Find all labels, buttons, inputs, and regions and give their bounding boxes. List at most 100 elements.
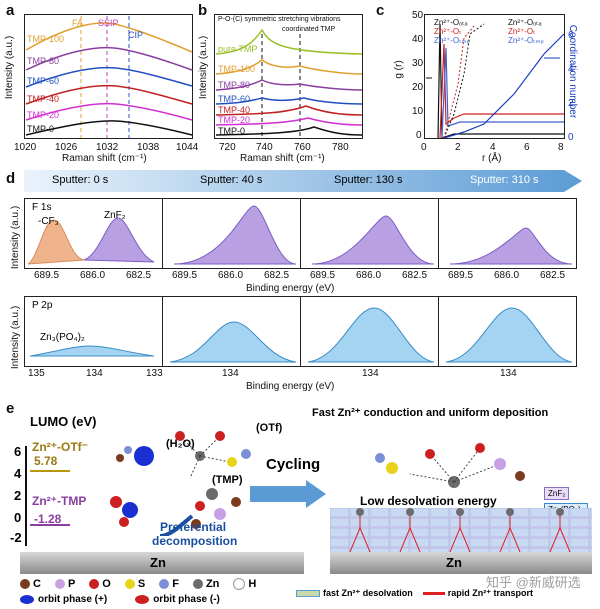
c-ytick: 0	[416, 130, 422, 141]
panel-c-label: c	[376, 2, 385, 19]
d-ftick: 689.5	[34, 270, 60, 281]
lumo-tick: 4	[14, 466, 22, 481]
oxygen-icon	[89, 579, 100, 589]
c-y2tick: 6	[568, 30, 574, 41]
cycling-label: Cycling	[266, 456, 321, 473]
carbon-icon	[20, 579, 30, 589]
atom-label: C	[33, 578, 41, 590]
zn-electrode-right	[330, 552, 592, 574]
c-y2tick: 4	[568, 64, 574, 75]
process-legend: fast Zn²⁺ desolvation rapid Zn²⁺ transpo…	[296, 588, 533, 599]
d-ftick: 686.0	[494, 270, 520, 281]
sputter-0: Sputter: 0 s	[52, 174, 109, 186]
series-tmp40: TMP-40	[27, 94, 60, 104]
a-tick: 1044	[176, 142, 199, 153]
panel-d-label: d	[6, 170, 16, 187]
series-tmp0: TMP-0	[27, 124, 54, 134]
curve-tmp40	[25, 84, 193, 105]
c-legend: Zn²⁺-Oₒₜₐ	[434, 18, 468, 27]
b-series: pure TMP	[218, 44, 258, 54]
c-xtick: 2	[455, 142, 461, 153]
panel-c-xlabel: r (Å)	[482, 153, 502, 164]
lumo-tick: 0	[14, 510, 22, 525]
atom-label: Zn	[205, 578, 220, 590]
curve-tmp0	[25, 120, 193, 136]
a-tick: 1032	[96, 142, 119, 153]
c-ytick: 40	[412, 34, 424, 45]
tmp-level	[30, 524, 70, 526]
b-tick: 740	[256, 142, 273, 153]
d-ftick: 689.5	[448, 270, 474, 281]
otf-tag: (OTf)	[256, 422, 283, 434]
b-series: TMP-20	[218, 115, 251, 125]
panel-b-plot	[214, 14, 363, 139]
panel-a-xlabel: Raman shift (cm⁻¹)	[62, 153, 147, 164]
zinc-icon	[192, 579, 203, 589]
sputter-40: Sputter: 40 s	[200, 174, 263, 186]
d-ptick: 134	[222, 368, 239, 379]
atom-label: H	[248, 578, 257, 590]
otf-value: 5.78	[34, 454, 58, 468]
sputter-130: Sputter: 130 s	[334, 174, 403, 186]
b-series: TMP-60	[218, 94, 251, 104]
zn-left-label: Zn	[150, 555, 166, 570]
atom-label: F	[172, 578, 179, 590]
p2p-label: P 2p	[32, 300, 53, 311]
fluorine-icon	[159, 579, 170, 589]
d-ftick: 682.5	[402, 270, 428, 281]
c-xtick: 4	[490, 142, 496, 153]
znf2-box: ZnF₂	[544, 487, 570, 500]
d-ptick: 134	[500, 368, 517, 379]
cycling-arrow	[250, 480, 326, 508]
atom-label: O	[102, 578, 111, 590]
c-legend-cn: Zn²⁺-Oₒₜₐ	[508, 18, 542, 27]
series-tmp100: TMP-100	[27, 34, 65, 44]
c-legend: Zn²⁺-Oₜₘₚ	[434, 36, 470, 45]
b-tick: 760	[294, 142, 311, 153]
b-tick: 720	[219, 142, 236, 153]
panel-c-plot	[424, 14, 565, 139]
c-xtick: 6	[524, 142, 530, 153]
orbit-plus-label: orbit phase (+)	[38, 594, 108, 605]
curve-pure-tmp	[215, 28, 363, 55]
lumo-axis	[25, 446, 27, 546]
c-legend-cn: Zn²⁺-Oₜₘₚ	[508, 36, 544, 45]
sei-layer	[330, 508, 592, 552]
c-y2tick: 2	[568, 98, 574, 109]
d-ftick: 682.5	[264, 270, 290, 281]
b-series: TMP-100	[218, 64, 256, 74]
panel-e-label: e	[6, 400, 15, 417]
legend-rapid: rapid Zn²⁺ transport	[447, 588, 534, 598]
zn-electrode-left	[20, 552, 304, 574]
h2o-label: (H₂O)	[166, 438, 195, 450]
c-xtick: 8	[558, 142, 564, 153]
panel-c-ylabel: g (r)	[393, 60, 405, 79]
zn3po4-label: Zn₃(PO₄)₂	[40, 332, 85, 343]
panel-d-xlabel-p: Binding energy (eV)	[246, 381, 335, 392]
tmp-value: -1.28	[34, 512, 62, 526]
atom-legend: C P O S F Zn H	[20, 578, 256, 590]
d-ptick: 134	[362, 368, 379, 379]
c-ytick: 50	[412, 10, 424, 21]
d-ftick: 686.0	[356, 270, 382, 281]
series-tmp60: TMP-60	[27, 76, 60, 86]
right-solvation	[375, 443, 525, 488]
b-series: TMP-40	[218, 105, 251, 115]
lumo-title: LUMO (eV)	[30, 414, 97, 429]
c-legend: Zn²⁺-Oₜ	[434, 27, 462, 36]
panel-a-label: a	[6, 2, 15, 19]
atom-label: S	[137, 578, 146, 590]
panel-a-plot	[24, 14, 193, 139]
phosphorus-icon	[54, 579, 65, 589]
panel-b-annotation2: coordinated TMP	[282, 26, 336, 33]
f1s-label: F 1s	[32, 202, 52, 213]
series-tmp20: TMP-20	[27, 110, 60, 120]
panel-d-ylabel-f: Intensity (a.u.)	[10, 205, 22, 270]
d-ftick: 682.5	[126, 270, 152, 281]
curve-tmp80	[25, 46, 193, 71]
ssip-marker: SSIP	[98, 18, 119, 28]
b-series: TMP-80	[218, 80, 251, 90]
d-ftick: 689.5	[172, 270, 198, 281]
d-ptick: 134	[86, 368, 103, 379]
c-ytick: 10	[412, 106, 424, 117]
